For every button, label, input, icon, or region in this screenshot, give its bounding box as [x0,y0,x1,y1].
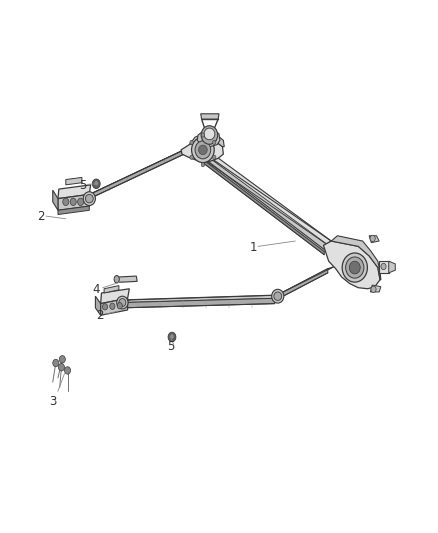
Polygon shape [58,195,89,211]
Circle shape [381,263,386,270]
Polygon shape [95,296,101,316]
Polygon shape [88,150,184,199]
Circle shape [78,198,84,206]
Ellipse shape [114,276,119,283]
Circle shape [212,155,216,159]
Polygon shape [104,286,119,293]
Circle shape [117,303,122,309]
Polygon shape [122,295,281,303]
Polygon shape [193,146,324,249]
Polygon shape [331,236,381,280]
Ellipse shape [119,298,126,306]
Circle shape [95,181,98,185]
Ellipse shape [201,126,218,144]
Polygon shape [58,206,89,215]
Circle shape [190,140,193,144]
Circle shape [201,133,205,137]
Ellipse shape [198,145,207,155]
Circle shape [70,198,76,206]
Polygon shape [193,152,324,255]
Polygon shape [181,139,223,161]
Polygon shape [193,151,331,252]
Circle shape [63,198,69,206]
Polygon shape [193,144,331,245]
Polygon shape [58,185,91,199]
Polygon shape [117,276,137,282]
Circle shape [371,286,376,293]
Ellipse shape [346,257,364,278]
Polygon shape [122,298,275,308]
Text: 5: 5 [167,340,174,352]
Polygon shape [279,266,334,294]
Circle shape [110,303,115,310]
Polygon shape [201,114,219,119]
Circle shape [170,334,174,338]
Ellipse shape [272,289,284,303]
Circle shape [190,155,193,159]
Polygon shape [323,241,380,289]
Ellipse shape [204,128,215,140]
Text: 1: 1 [250,241,257,254]
Circle shape [58,364,64,371]
Polygon shape [101,289,129,304]
Ellipse shape [350,261,360,274]
Circle shape [102,304,108,310]
Ellipse shape [83,192,95,206]
Text: 4: 4 [93,284,100,296]
Circle shape [59,356,65,363]
Circle shape [370,235,375,241]
Text: 2: 2 [96,309,104,322]
Ellipse shape [85,195,93,203]
Circle shape [92,179,100,189]
Circle shape [168,332,176,342]
Circle shape [201,163,205,167]
Ellipse shape [117,296,128,309]
Circle shape [212,140,216,144]
Ellipse shape [274,292,282,301]
Polygon shape [53,190,58,211]
Text: 2: 2 [37,209,45,223]
Polygon shape [88,147,191,195]
Circle shape [53,359,59,367]
Polygon shape [101,298,127,316]
Polygon shape [379,261,389,273]
Ellipse shape [342,253,367,282]
Polygon shape [389,261,395,273]
Ellipse shape [195,141,211,159]
Polygon shape [369,236,379,243]
Polygon shape [197,130,220,147]
Polygon shape [279,269,328,298]
Polygon shape [371,285,381,292]
Polygon shape [66,177,82,185]
Text: 3: 3 [49,395,57,408]
Text: 5: 5 [79,180,86,192]
Circle shape [64,367,71,374]
Ellipse shape [191,137,214,163]
Polygon shape [189,133,224,147]
